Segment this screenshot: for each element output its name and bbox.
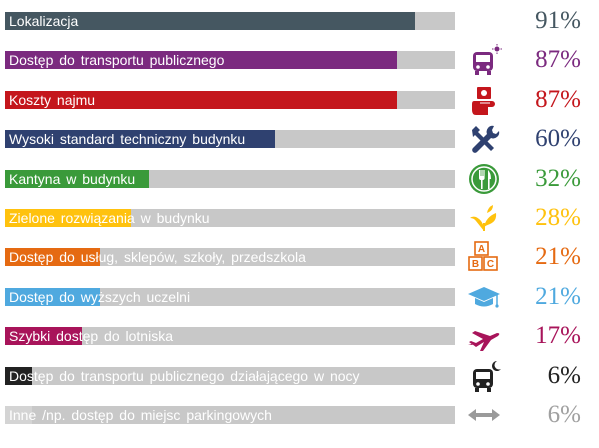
- bar-value-label: 17%: [535, 322, 581, 350]
- double-arrow-icon: [466, 398, 502, 432]
- bar: [5, 366, 32, 385]
- bar: [5, 209, 131, 227]
- bar-row: Dostęp do wyższych uczelni 21%: [0, 276, 599, 316]
- bar-track: [5, 90, 455, 109]
- bar: [5, 12, 415, 30]
- bar-value-label: 91%: [535, 7, 581, 34]
- bar-row: Wysoki standard techniczny budynku 60%: [0, 118, 599, 158]
- graduation-cap-icon: [466, 280, 502, 314]
- bar: [5, 327, 82, 346]
- hand-money-icon: [466, 83, 502, 117]
- bar-value-label: 6%: [547, 361, 581, 389]
- bar-category-label: Kantyna w budynku: [9, 170, 136, 187]
- bar-row: Lokalizacja 91%: [0, 0, 599, 40]
- airplane-icon: [466, 319, 502, 353]
- bar-row: Dostęp do transportu publicznego działaj…: [0, 355, 599, 395]
- bar: [5, 406, 32, 424]
- bar-track: [5, 130, 455, 149]
- bar: [5, 130, 275, 149]
- bar-track: [5, 51, 455, 70]
- bar-category-label: Dostęp do usług, sklepów, szkoły, przeds…: [9, 249, 306, 266]
- bar-row: Szybki dostęp do lotniska 17%: [0, 315, 599, 355]
- bar-category-label: Dostęp do wyższych uczelni: [9, 288, 191, 305]
- bar: [5, 169, 149, 188]
- wrench-screwdriver-icon: [466, 122, 502, 156]
- bar-value-label: 60%: [535, 125, 581, 153]
- svg-text:B: B: [472, 259, 479, 270]
- bar-track: [5, 209, 455, 227]
- bar-row: Koszty najmu 87%: [0, 79, 599, 119]
- bar-category-label: Dostęp do transportu publicznego: [9, 52, 225, 69]
- bar: [5, 51, 397, 70]
- bus-moon-icon: [466, 359, 502, 393]
- bar: [5, 90, 397, 109]
- bar-category-label: Inne /np. dostęp do miejsc parkingowych: [9, 407, 272, 423]
- bar-row: Inne /np. dostęp do miejsc parkingowych 6…: [0, 394, 599, 434]
- bar-value-label: 6%: [547, 401, 581, 428]
- bar-value-label: 21%: [535, 243, 581, 271]
- bar-category-label: Lokalizacja: [9, 13, 79, 29]
- bar-track: [5, 169, 455, 188]
- bar: [5, 248, 100, 267]
- bar-track: [5, 366, 455, 385]
- bar-category-label: Wysoki standard techniczny budynku: [9, 131, 246, 148]
- bar-category-label: Koszty najmu: [9, 91, 96, 108]
- bar-row: Kantyna w budynku 32%: [0, 158, 599, 198]
- bar-category-label: Szybki dostęp do lotniska: [9, 328, 173, 345]
- bar-track: [5, 248, 455, 267]
- bar-value-label: 87%: [535, 46, 581, 74]
- bar-category-label: Zielone rozwiązania w budynku: [9, 210, 210, 226]
- leaf-sprout-icon: [466, 201, 502, 235]
- bar-track: [5, 287, 455, 306]
- bar-row: Dostęp do usług, sklepów, szkoły, przeds…: [0, 236, 599, 276]
- bar-track: [5, 327, 455, 346]
- bar-category-label: Dostęp do transportu publicznego działaj…: [9, 367, 360, 384]
- fork-knife-icon: [466, 162, 502, 196]
- bar-value-label: 21%: [535, 282, 581, 310]
- bar-track: [5, 12, 455, 30]
- svg-text:A: A: [478, 244, 485, 255]
- bar-row: Dostęp do transportu publicznego 87%: [0, 39, 599, 79]
- bar-value-label: 87%: [535, 85, 581, 113]
- bar-row: Zielone rozwiązania w budynku 28%: [0, 197, 599, 237]
- svg-text:C: C: [487, 259, 494, 270]
- bar-value-label: 28%: [535, 204, 581, 231]
- bar-value-label: 32%: [535, 164, 581, 192]
- bar: [5, 287, 100, 306]
- bus-sun-icon: [466, 43, 502, 77]
- bar-track: [5, 406, 455, 424]
